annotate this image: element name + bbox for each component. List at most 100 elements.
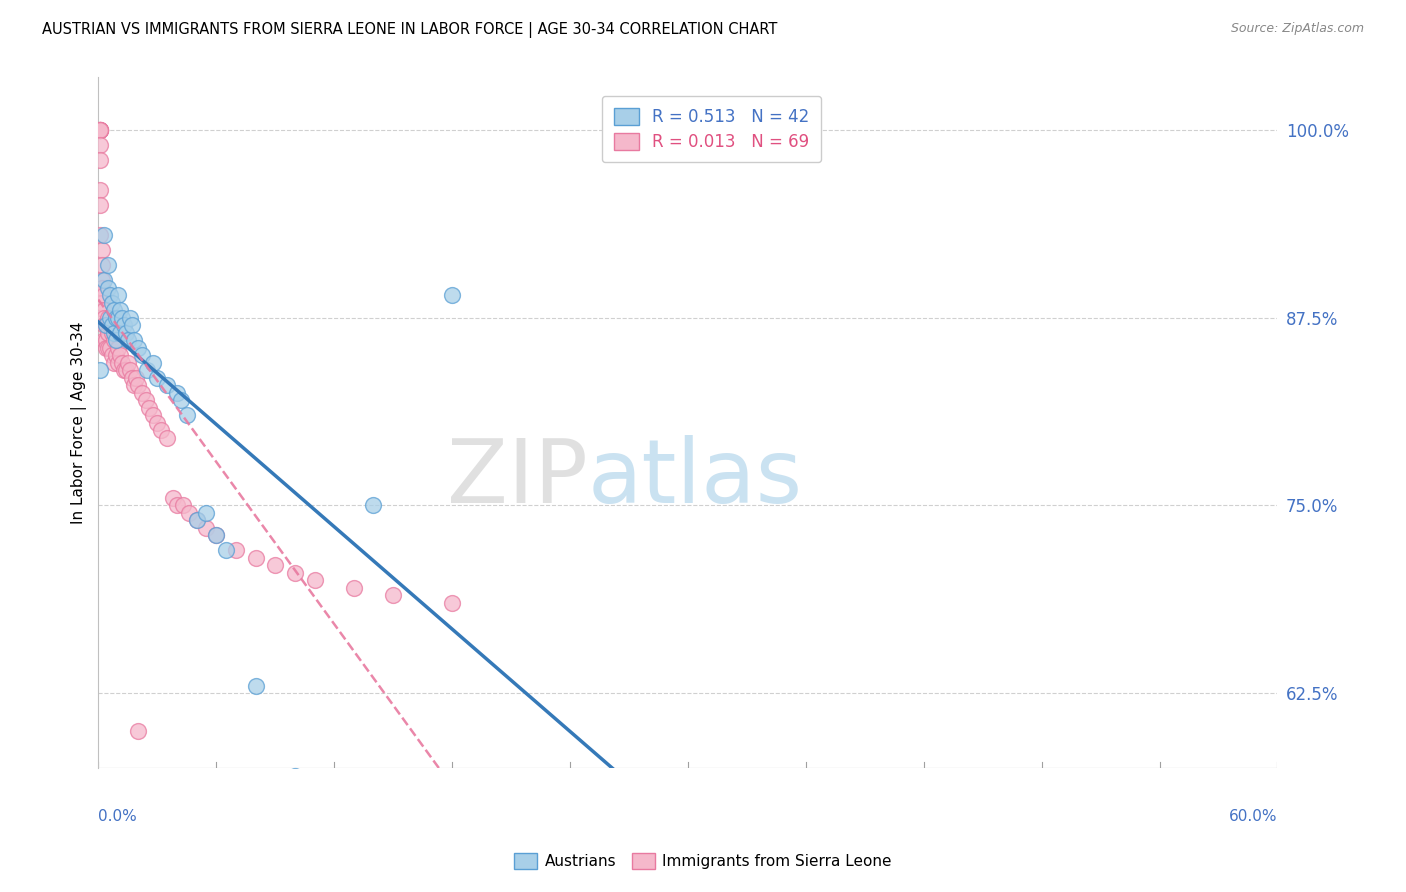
Point — [127, 723, 149, 738]
Point — [205, 528, 228, 542]
Point — [112, 318, 135, 333]
Point — [103, 333, 125, 347]
Point — [177, 506, 200, 520]
Point — [166, 385, 188, 400]
Text: atlas: atlas — [588, 434, 803, 522]
Point — [98, 318, 121, 333]
Point — [105, 310, 128, 325]
Point — [93, 333, 115, 347]
Point — [89, 123, 111, 137]
Point — [97, 310, 120, 325]
Point — [97, 280, 120, 294]
Point — [304, 574, 326, 588]
Point — [108, 303, 131, 318]
Point — [107, 356, 129, 370]
Legend: Austrians, Immigrants from Sierra Leone: Austrians, Immigrants from Sierra Leone — [508, 847, 898, 875]
Point — [89, 123, 111, 137]
Point — [122, 333, 145, 347]
Point — [118, 310, 141, 325]
Text: 0.0%: 0.0% — [98, 809, 138, 823]
Point — [96, 341, 118, 355]
Point — [186, 513, 208, 527]
Point — [91, 280, 114, 294]
Point — [96, 333, 118, 347]
Point — [156, 378, 179, 392]
Point — [93, 288, 115, 302]
Point — [131, 348, 153, 362]
Point — [103, 303, 125, 318]
Point — [89, 123, 111, 137]
Point — [93, 303, 115, 318]
Point — [91, 273, 114, 287]
Point — [105, 348, 128, 362]
Point — [245, 679, 267, 693]
Point — [107, 341, 129, 355]
Point — [162, 491, 184, 505]
Point — [107, 288, 129, 302]
Point — [98, 341, 121, 355]
Point — [117, 333, 139, 347]
Point — [115, 363, 138, 377]
Point — [195, 506, 218, 520]
Point — [441, 288, 464, 302]
Point — [97, 258, 120, 272]
Point — [89, 183, 111, 197]
Point — [93, 318, 115, 333]
Point — [89, 123, 111, 137]
Point — [142, 409, 165, 423]
Point — [127, 378, 149, 392]
Point — [103, 356, 125, 370]
Point — [89, 123, 111, 137]
Point — [89, 123, 111, 137]
Point — [107, 310, 129, 325]
Point — [96, 318, 118, 333]
Point — [156, 431, 179, 445]
Point — [343, 581, 366, 595]
Point — [215, 543, 238, 558]
Point — [111, 356, 134, 370]
Point — [122, 378, 145, 392]
Point — [89, 363, 111, 377]
Point — [89, 198, 111, 212]
Point — [150, 423, 173, 437]
Point — [93, 310, 115, 325]
Point — [91, 243, 114, 257]
Point — [125, 370, 148, 384]
Point — [245, 550, 267, 565]
Point — [264, 558, 287, 573]
Point — [89, 228, 111, 243]
Point — [172, 499, 194, 513]
Point — [111, 310, 134, 325]
Point — [131, 385, 153, 400]
Point — [101, 295, 124, 310]
Point — [101, 348, 124, 362]
Point — [127, 341, 149, 355]
Point — [136, 363, 159, 377]
Point — [91, 295, 114, 310]
Point — [176, 409, 198, 423]
Point — [97, 326, 120, 340]
Text: ZIP: ZIP — [447, 434, 588, 522]
Point — [108, 348, 131, 362]
Point — [225, 543, 247, 558]
Point — [170, 393, 193, 408]
Point — [89, 153, 111, 167]
Text: 60.0%: 60.0% — [1229, 809, 1278, 823]
Point — [146, 370, 169, 384]
Point — [121, 370, 143, 384]
Point — [186, 513, 208, 527]
Point — [93, 273, 115, 287]
Point — [121, 318, 143, 333]
Point — [101, 326, 124, 340]
Point — [98, 310, 121, 325]
Y-axis label: In Labor Force | Age 30-34: In Labor Force | Age 30-34 — [72, 321, 87, 524]
Text: AUSTRIAN VS IMMIGRANTS FROM SIERRA LEONE IN LABOR FORCE | AGE 30-34 CORRELATION : AUSTRIAN VS IMMIGRANTS FROM SIERRA LEONE… — [42, 22, 778, 38]
Point — [363, 499, 385, 513]
Point — [108, 326, 131, 340]
Point — [101, 318, 124, 333]
Point — [441, 596, 464, 610]
Point — [89, 138, 111, 153]
Point — [103, 326, 125, 340]
Point — [146, 416, 169, 430]
Point — [134, 393, 156, 408]
